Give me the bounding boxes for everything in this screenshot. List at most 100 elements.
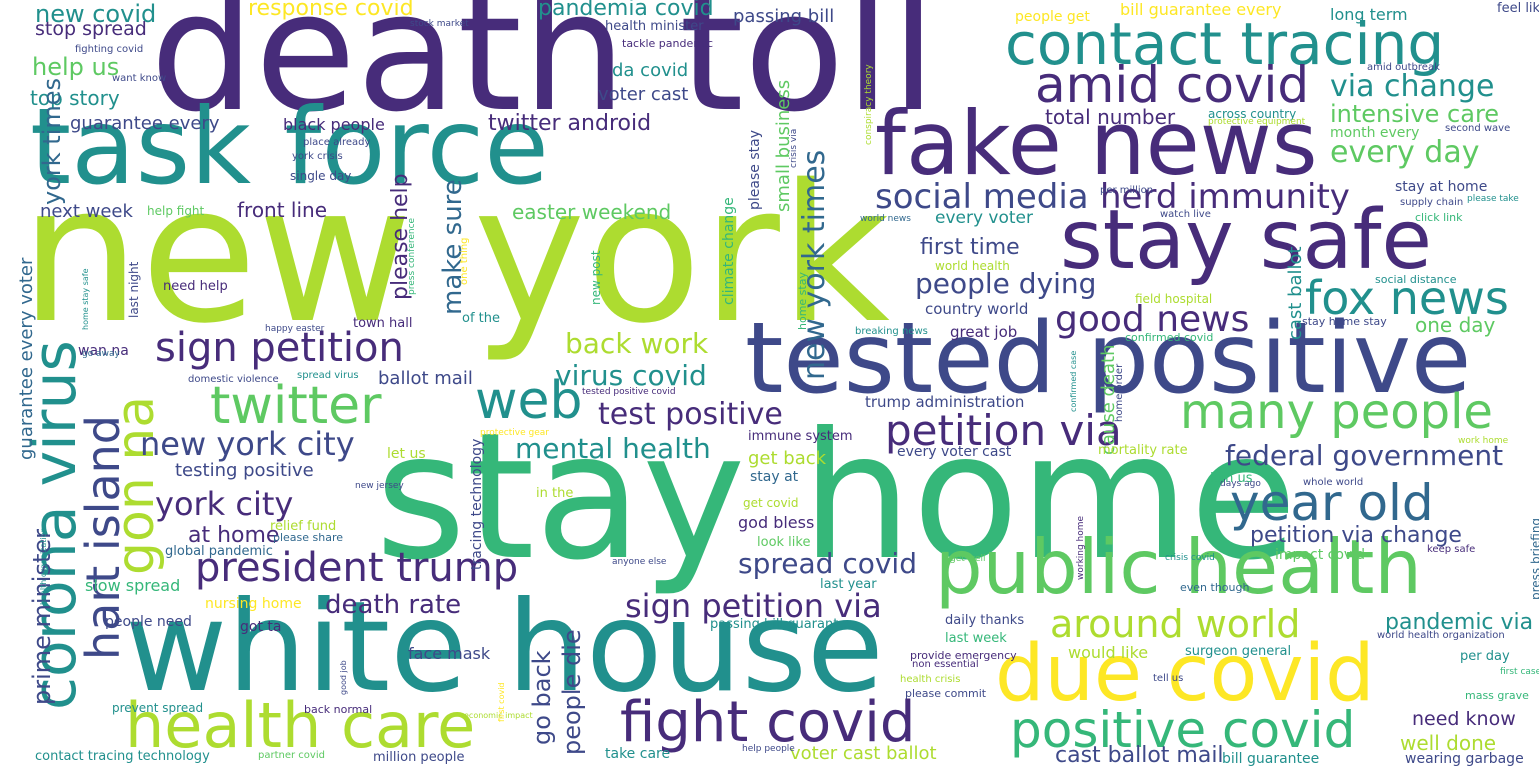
word-economic-impact: economic impact <box>464 711 533 720</box>
word-got-ta: got ta <box>240 619 282 635</box>
word-via-change: via change <box>1330 69 1495 104</box>
word-last-year: last year <box>820 577 877 592</box>
word-please-stay: please stay <box>747 130 763 210</box>
word-partner-covid: partner covid <box>258 750 325 761</box>
word-bill-guarantee: bill guarantee <box>1222 751 1320 767</box>
word-many-people: many people <box>1180 384 1493 440</box>
word-petition-via: petition via <box>885 406 1122 455</box>
word-new-jersey: new jersey <box>355 481 404 491</box>
word-in-the: in the <box>536 486 574 501</box>
word-next-week: next week <box>40 201 133 222</box>
word-please-share: please share <box>273 531 344 544</box>
word-look-like: look like <box>757 535 811 550</box>
word-fight-covid: fight covid <box>620 690 916 755</box>
word-long-term: long term <box>1330 5 1408 24</box>
word-total-number: total number <box>1045 105 1176 129</box>
word-crisis-covid: crisis covid <box>1165 553 1215 563</box>
word-spread-covid: spread covid <box>738 547 917 580</box>
word-please-take: please take <box>1467 194 1519 204</box>
word-tell-us: tell us <box>1153 673 1184 684</box>
word-world-news: world news <box>860 214 911 224</box>
word-stay-safe: stay safe <box>1060 193 1433 288</box>
word-home-stay-safe: home stay safe <box>81 268 90 330</box>
word-confirmed-case: confirmed case <box>1069 350 1078 412</box>
word-non-essential: non essential <box>912 659 979 670</box>
word-great-job: great job <box>950 323 1018 341</box>
word-feel-like: feel like <box>1497 1 1539 16</box>
word-every-day: every day <box>1330 135 1480 170</box>
word-health-minister: health minister <box>605 19 704 34</box>
word-twitter-android: twitter android <box>488 111 652 136</box>
word-work-home: work home <box>1458 436 1509 446</box>
word-tested-positive-covid: tested positive covid <box>582 387 676 397</box>
word-click-link: click link <box>1415 211 1463 224</box>
word-working-home: working home <box>1076 515 1086 580</box>
word-back-work: back work <box>565 327 709 360</box>
word-people-need: people need <box>105 614 192 630</box>
word-health-care: health care <box>125 689 476 762</box>
word-slow-spread: slow spread <box>85 576 181 595</box>
word-face-mask: face mask <box>408 644 491 663</box>
word-help-fight: help fight <box>147 204 205 218</box>
word-mental-health: mental health <box>515 432 711 465</box>
word-want-know: want know <box>112 73 167 84</box>
word-please-commit: please commit <box>905 687 987 700</box>
word-health-organization: health organization <box>39 527 48 605</box>
word-watch-live: watch live <box>1160 209 1211 220</box>
word-due-covid: due covid <box>995 629 1375 719</box>
word-response-covid: response covid <box>248 0 414 21</box>
word-crisis-via: crisis via <box>789 128 799 168</box>
word-global-pandemic: global pandemic <box>165 544 273 559</box>
word-death-rate: death rate <box>325 590 462 620</box>
word-supply-chain: supply chain <box>1400 197 1464 208</box>
word-go-back: go back <box>528 650 556 745</box>
word-at-home: at home <box>188 523 280 548</box>
word-social-media: social media <box>875 177 1089 217</box>
word-wan-na: wan na <box>78 343 129 359</box>
word-first-covid: first covid <box>497 682 506 722</box>
word-happy-easter: happy easter <box>265 324 325 334</box>
word-press-conference: press conference <box>407 217 417 295</box>
word-pandemic-via: pandemic via <box>1385 610 1534 635</box>
word-bill-guarantee-every: bill guarantee every <box>1120 0 1282 19</box>
word-testing-positive: testing positive <box>175 460 314 481</box>
word-petition-via-change: petition via change <box>1250 523 1462 548</box>
word-per-million: per million <box>1100 185 1154 196</box>
word-good-job: good job <box>339 660 348 695</box>
word-front-line: front line <box>237 198 328 222</box>
word-stay-at-home: stay at home <box>1395 179 1488 195</box>
word-climate-change: climate change <box>721 197 737 305</box>
word-even-though: even though <box>1180 581 1250 594</box>
word-breaking-news: breaking news <box>855 326 928 337</box>
word-country-world: country world <box>925 300 1029 318</box>
word-tracing-technology: tracing technology <box>469 438 485 570</box>
word-intensive-care: intensive care <box>1330 100 1500 128</box>
word-virus-covid: virus covid <box>555 359 707 392</box>
word-need-help: need help <box>163 279 228 294</box>
word-twitter: twitter <box>210 376 382 436</box>
word-white-house: white house <box>125 575 884 720</box>
word-president-trump: president trump <box>195 545 519 591</box>
word-task-force: task force <box>30 86 549 208</box>
word-voter-cast-ballot: voter cast ballot <box>790 743 937 764</box>
word-every-voter-cast: every voter cast <box>897 444 1012 460</box>
word-easter-weekend: easter weekend <box>512 200 672 224</box>
word-relief-fund: relief fund <box>270 519 337 534</box>
word-home-order: home order <box>1114 363 1125 422</box>
word-conspiracy-theory: conspiracy theory <box>864 64 874 145</box>
word-world-health: world health <box>935 259 1010 273</box>
word-world-health-organization: world health organization <box>1377 630 1505 641</box>
word-tackle-pandemic: tackle pandemic <box>622 37 714 50</box>
word-around-world: around world <box>1050 602 1301 646</box>
word-help-people: help people <box>742 744 795 754</box>
word-fighting-covid: fighting covid <box>75 44 144 55</box>
word-impact-covid: impact covid <box>1275 547 1365 563</box>
word-get-covid: get covid <box>743 496 799 510</box>
word-stay-at: stay at <box>750 469 799 485</box>
word-god-bless: god bless <box>738 513 815 532</box>
word-web: web <box>475 371 583 431</box>
word-place-already: place already <box>303 137 371 148</box>
word-protective-gear: protective gear <box>480 428 549 438</box>
word-wearing-garbage: wearing garbage <box>1405 751 1524 767</box>
word-provide-emergency: provide emergency <box>910 649 1017 662</box>
